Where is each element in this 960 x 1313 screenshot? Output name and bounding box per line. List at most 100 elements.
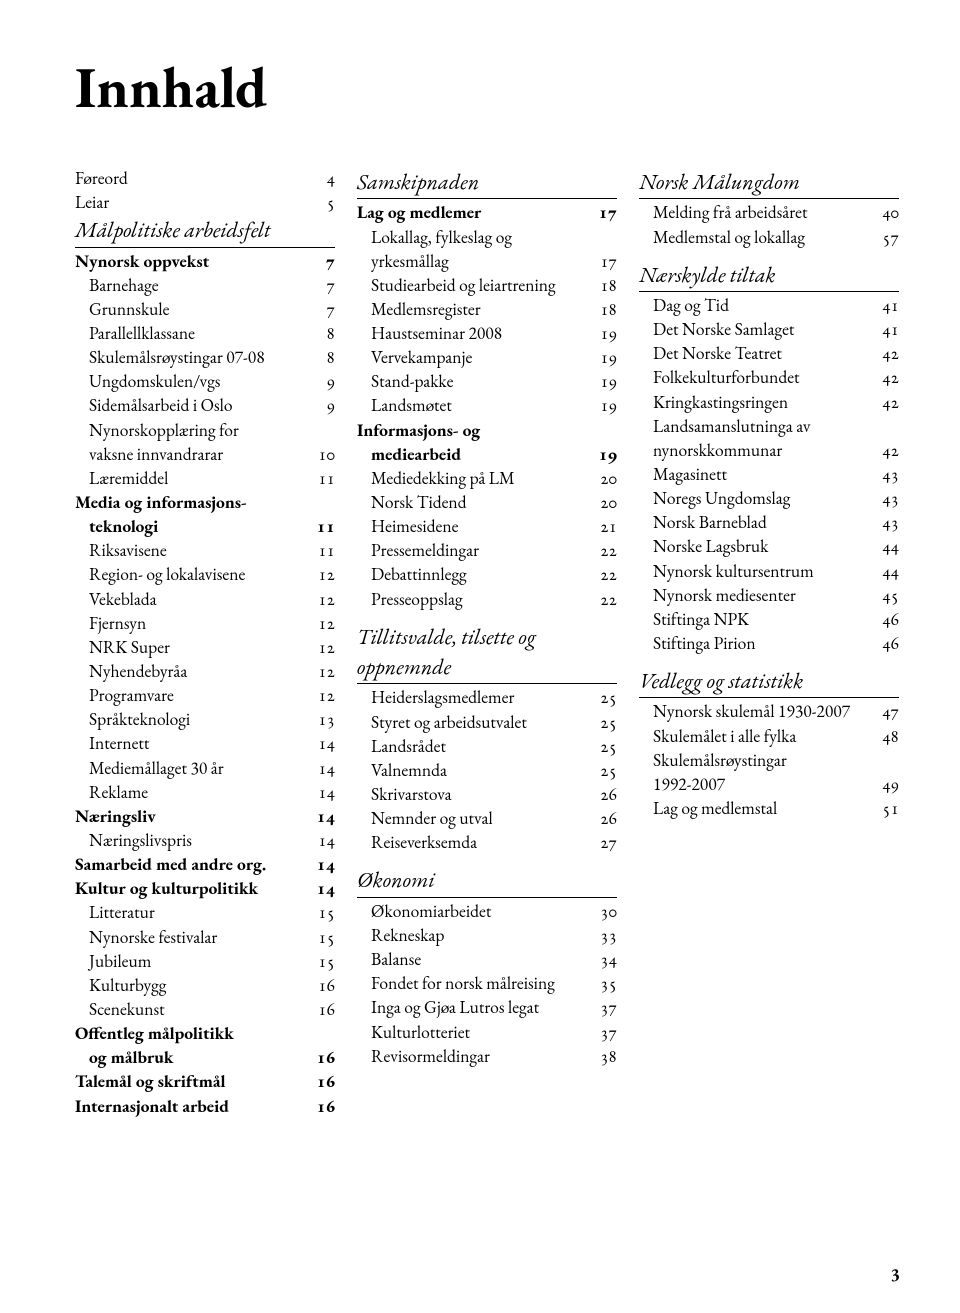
toc-entry-page: 9	[323, 394, 335, 418]
toc-entry-page: 15	[314, 950, 335, 974]
toc-entry-page: 14	[312, 877, 335, 901]
toc-entry-label: og målbruk	[75, 1046, 173, 1070]
toc-entry-label: Norsk Tidend	[357, 491, 467, 515]
toc-entry: Media og informasjons-	[75, 491, 335, 515]
toc-entry: Revisormeldingar 38	[357, 1045, 617, 1069]
toc-entry-label: Dag og Tid	[639, 294, 729, 318]
toc-entry-label: Føreord	[75, 167, 128, 191]
toc-entry-page: 16	[312, 1046, 335, 1070]
toc-entry-page: 7	[323, 298, 335, 322]
toc-entry-page: 9	[323, 370, 335, 394]
toc-entry-label: Økonomiarbeidet	[357, 900, 491, 924]
toc-entry-page: 27	[596, 831, 617, 855]
toc-entry-label: nynorskkommunar	[639, 439, 782, 463]
toc-entry: Skrivarstova26	[357, 783, 617, 807]
section-heading: Økonomi	[357, 865, 617, 897]
toc-entry-page: 47	[878, 700, 899, 724]
toc-entry-label: 1992-2007	[639, 773, 725, 797]
toc-entry: 1992-200749	[639, 773, 899, 797]
toc-entry-page: 20	[596, 467, 617, 491]
toc-entry-page: 11	[312, 515, 335, 539]
toc-entry-label: Medlemsregister	[357, 298, 481, 322]
toc-entry-label: Det Norske Samlaget	[639, 318, 794, 342]
toc-entry-label: Nynorske festivalar	[75, 926, 217, 950]
toc-entry-label: Pressemeldingar	[357, 539, 479, 563]
toc-entry: Rekneskap33	[357, 924, 617, 948]
toc-entry: Talemål og skriftmål16	[75, 1070, 335, 1094]
toc-entry: Internasjonalt arbeid16	[75, 1095, 335, 1119]
toc-entry: Debattinnlegg22	[357, 563, 617, 587]
toc-entry-label: Skulemålet i alle fylka	[639, 725, 796, 749]
toc-entry-label: Studiearbeid og leiartrening	[357, 274, 556, 298]
toc-entry-page: 11	[314, 539, 335, 563]
toc-entry: Næringslivspris14	[75, 829, 335, 853]
toc-entry-label: Offentleg målpolitikk	[75, 1022, 234, 1046]
toc-entry: Stiftinga Pirion46	[639, 632, 899, 656]
toc-entry: Norsk Barneblad43	[639, 511, 899, 535]
toc-entry-page: 25	[596, 735, 617, 759]
toc-entry-label: Fjernsyn	[75, 612, 146, 636]
toc-entry-page: 18	[596, 274, 617, 298]
toc-entry: Nynorsk mediesenter45	[639, 584, 899, 608]
toc-entry-label: Nyhendebyråa	[75, 660, 187, 684]
toc-entry-page: 44	[878, 535, 899, 559]
toc-entry-label: Kultur og kulturpolitikk	[75, 877, 258, 901]
toc-entry-label: Mediedekking på LM	[357, 467, 515, 491]
toc-entry-page: 20	[596, 491, 617, 515]
toc-entry: Samarbeid med andre org.14	[75, 853, 335, 877]
toc-entry-label: Lag og medlemer	[357, 201, 481, 225]
toc-entry-page: 12	[314, 563, 335, 587]
toc-entry-label: Stand-pakke	[357, 370, 453, 394]
toc-entry: Ungdomskulen/vgs9	[75, 370, 335, 394]
document-page: Innhald Føreord4Leiar5 Målpolitiske arbe…	[0, 0, 960, 1313]
toc-entry: Mediedekking på LM 20	[357, 467, 617, 491]
toc-entry-label: Noregs Ungdomslag	[639, 487, 790, 511]
toc-entry-label: Skulemålsrøystingar	[639, 749, 787, 773]
toc-entry-page: 11	[314, 467, 335, 491]
toc-entry-page: 34	[596, 948, 617, 972]
toc-entry-page: 12	[314, 636, 335, 660]
toc-entry: Magasinett43	[639, 463, 899, 487]
toc-entry-page: 17	[594, 201, 617, 225]
toc-column-1: Føreord4Leiar5 Målpolitiske arbeidsfelt …	[75, 167, 335, 1119]
toc-entry-page: 37	[596, 996, 617, 1020]
toc-entry: Fondet for norsk målreising35	[357, 972, 617, 996]
toc-entry-page: 16	[314, 998, 335, 1022]
toc-entry-label: Læremiddel	[75, 467, 168, 491]
toc-entry: Nyhendebyråa12	[75, 660, 335, 684]
toc-entry: Lag og medlemer 17	[357, 201, 617, 225]
toc-entry-label: Valnemnda	[357, 759, 447, 783]
toc-entry: Dag og Tid41	[639, 294, 899, 318]
toc-entry-label: Internett	[75, 732, 149, 756]
toc-entry-page: 19	[594, 443, 617, 467]
toc-entry: Noregs Ungdomslag43	[639, 487, 899, 511]
toc-entry: Folkekulturforbundet42	[639, 366, 899, 390]
toc-entry-label: Region- og lokalavisene	[75, 563, 245, 587]
toc-entry: Studiearbeid og leiartrening 18	[357, 274, 617, 298]
toc-entry: Medlemstal og lokallag57	[639, 226, 899, 250]
toc-entry-label: Revisormeldingar	[357, 1045, 490, 1069]
toc-entry-page: 19	[596, 322, 617, 346]
toc-entry: Presseoppslag22	[357, 588, 617, 612]
toc-entry-label: Balanse	[357, 948, 421, 972]
toc-entry: Vekeblada12	[75, 588, 335, 612]
toc-entry-label: Skulemålsrøystingar 07-08	[75, 346, 265, 370]
toc-entry-page: 22	[596, 588, 617, 612]
toc-entry: NRK Super12	[75, 636, 335, 660]
page-number: 3	[890, 1264, 900, 1287]
toc-entry: Læremiddel 11	[75, 467, 335, 491]
toc-entry-page: 26	[596, 807, 617, 831]
toc-columns: Føreord4Leiar5 Målpolitiske arbeidsfelt …	[75, 167, 900, 1119]
toc-entry: Nynorskopplæring for	[75, 419, 335, 443]
page-title: Innhald	[75, 50, 900, 125]
toc-entry-page: 16	[312, 1070, 335, 1094]
toc-entry-label: Landsmøtet	[357, 394, 452, 418]
toc-entry-label: Norske Lagsbruk	[639, 535, 768, 559]
toc-entry-page: 38	[596, 1045, 617, 1069]
toc-entry: Lag og medlemstal51	[639, 797, 899, 821]
toc-entry: Reklame14	[75, 781, 335, 805]
toc-entry-page: 8	[323, 322, 335, 346]
toc-entry: yrkesmållag17	[357, 250, 617, 274]
toc-entry-page: 12	[314, 588, 335, 612]
toc-entry: Nynorske festivalar15	[75, 926, 335, 950]
